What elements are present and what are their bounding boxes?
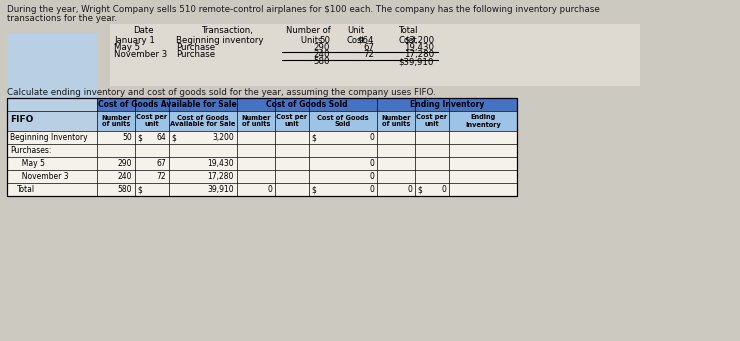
- Text: 290: 290: [314, 43, 330, 52]
- Text: Cost of Goods
Sold: Cost of Goods Sold: [317, 115, 369, 128]
- Bar: [7, 144, 517, 157]
- Text: 0: 0: [369, 159, 374, 168]
- Text: 67: 67: [156, 159, 166, 168]
- Bar: [7, 183, 517, 196]
- Bar: [7, 33, 97, 131]
- Text: 39,910: 39,910: [207, 185, 234, 194]
- Text: Cost of Goods Available for Sale: Cost of Goods Available for Sale: [98, 100, 236, 109]
- Bar: [97, 111, 517, 131]
- Text: 64: 64: [156, 133, 166, 142]
- Text: 17,280: 17,280: [208, 172, 234, 181]
- Text: May 5: May 5: [17, 159, 45, 168]
- Text: Purchases:: Purchases:: [10, 146, 51, 155]
- Text: Beginning Inventory: Beginning Inventory: [10, 133, 87, 142]
- Text: Purchase: Purchase: [176, 50, 215, 59]
- Text: 17,280: 17,280: [404, 50, 434, 59]
- Text: 0: 0: [267, 185, 272, 194]
- Text: Total
Cost: Total Cost: [398, 26, 418, 45]
- Text: Cost per
unit: Cost per unit: [277, 115, 308, 128]
- Text: 240: 240: [118, 172, 132, 181]
- Text: 580: 580: [314, 57, 330, 66]
- Text: Cost per
unit: Cost per unit: [136, 115, 167, 128]
- Bar: [7, 98, 517, 196]
- Text: $3,200: $3,200: [404, 36, 434, 45]
- Text: Purchase: Purchase: [176, 43, 215, 52]
- Text: transactions for the year.: transactions for the year.: [7, 14, 117, 23]
- Text: FIFO: FIFO: [10, 115, 33, 123]
- Text: January 1: January 1: [114, 36, 155, 45]
- Text: 0: 0: [369, 133, 374, 142]
- Text: 67: 67: [363, 43, 374, 52]
- Text: 72: 72: [363, 50, 374, 59]
- Text: Total: Total: [17, 185, 35, 194]
- Bar: [237, 98, 377, 111]
- Text: Beginning inventory: Beginning inventory: [176, 36, 263, 45]
- Text: $64: $64: [357, 36, 374, 45]
- Bar: [7, 131, 517, 144]
- Text: Number
of units: Number of units: [381, 115, 411, 128]
- Text: Cost of Goods
Available for Sale: Cost of Goods Available for Sale: [170, 115, 235, 128]
- Text: Ending
Inventory: Ending Inventory: [465, 115, 501, 128]
- Text: $: $: [417, 185, 422, 194]
- Text: 0: 0: [369, 185, 374, 194]
- Text: 290: 290: [118, 159, 132, 168]
- Text: 50: 50: [319, 36, 330, 45]
- Text: Number of
   Units: Number of Units: [286, 26, 330, 45]
- Text: November 3: November 3: [17, 172, 69, 181]
- Text: November 3: November 3: [114, 50, 167, 59]
- Bar: [7, 170, 517, 183]
- Text: 72: 72: [156, 172, 166, 181]
- Text: 19,430: 19,430: [207, 159, 234, 168]
- Text: May 5: May 5: [114, 43, 140, 52]
- Text: Unit
Cost: Unit Cost: [346, 26, 366, 45]
- Text: $39,910: $39,910: [399, 57, 434, 66]
- Text: 3,200: 3,200: [212, 133, 234, 142]
- Text: 240: 240: [314, 50, 330, 59]
- Text: $: $: [137, 185, 142, 194]
- Bar: [97, 98, 237, 111]
- Text: Transaction,: Transaction,: [202, 26, 254, 35]
- Text: 580: 580: [118, 185, 132, 194]
- Text: $: $: [311, 185, 316, 194]
- Text: Cost per
unit: Cost per unit: [417, 115, 448, 128]
- Bar: [377, 98, 517, 111]
- Text: Cost of Goods Sold: Cost of Goods Sold: [266, 100, 348, 109]
- Text: Calculate ending inventory and cost of goods sold for the year, assuming the com: Calculate ending inventory and cost of g…: [7, 88, 436, 97]
- Text: 0: 0: [369, 172, 374, 181]
- Bar: [7, 157, 517, 170]
- Text: 0: 0: [407, 185, 412, 194]
- Text: Ending Inventory: Ending Inventory: [410, 100, 484, 109]
- Text: Date: Date: [132, 26, 153, 35]
- Text: 50: 50: [122, 133, 132, 142]
- Text: Number
of units: Number of units: [241, 115, 271, 128]
- Bar: [110, 24, 640, 86]
- Text: $: $: [137, 133, 142, 142]
- Text: During the year, Wright Company sells 510 remote-control airplanes for $100 each: During the year, Wright Company sells 51…: [7, 5, 599, 14]
- Text: $: $: [171, 133, 176, 142]
- Text: 0: 0: [441, 185, 446, 194]
- Text: 19,430: 19,430: [404, 43, 434, 52]
- Text: Number
of units: Number of units: [101, 115, 131, 128]
- Text: $: $: [311, 133, 316, 142]
